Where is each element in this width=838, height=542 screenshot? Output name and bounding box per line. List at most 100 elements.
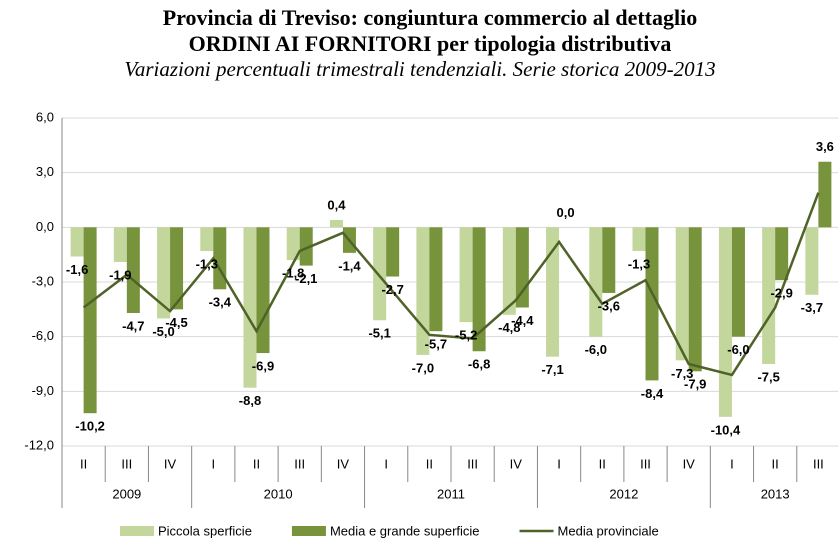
bar [459, 227, 473, 323]
data-label: -8,8 [239, 393, 261, 408]
data-label: -10,2 [75, 419, 105, 434]
chart-title: Provincia di Treviso: congiuntura commer… [163, 5, 697, 30]
y-tick-label: -6,0 [32, 328, 54, 343]
data-label: -4,5 [165, 315, 187, 330]
bar [589, 227, 603, 337]
bar [386, 227, 400, 277]
data-label: -5,2 [455, 328, 477, 343]
legend-label: Media provinciale [558, 523, 659, 538]
x-tick-label: IV [510, 456, 523, 471]
x-tick-label: II [599, 456, 606, 471]
bar [762, 227, 776, 364]
legend-swatch [291, 526, 326, 536]
x-tick-label: III [467, 456, 478, 471]
x-tick-label: III [294, 456, 305, 471]
x-group-label: 2010 [264, 486, 293, 501]
data-label: -1,3 [196, 256, 218, 271]
data-label: -7,3 [671, 366, 693, 381]
x-group-label: 2013 [761, 486, 790, 501]
data-label: -7,5 [757, 369, 779, 384]
bar [126, 227, 140, 313]
x-tick-label: I [730, 456, 734, 471]
bar [515, 227, 529, 308]
data-label: -2,9 [770, 286, 792, 301]
plot-area [70, 161, 832, 417]
data-label: -10,4 [711, 422, 741, 437]
x-tick-label: II [426, 456, 433, 471]
x-tick-label: I [384, 456, 388, 471]
data-label: -7,0 [412, 360, 434, 375]
bar [502, 227, 516, 315]
y-tick-label: -3,0 [32, 273, 54, 288]
bar [546, 227, 560, 357]
data-label: -1,4 [338, 258, 361, 273]
bar [157, 227, 171, 319]
x-tick-label: III [121, 456, 132, 471]
x-tick-label: IV [337, 456, 350, 471]
data-label: -1,8 [282, 266, 304, 281]
data-label: 3,6 [816, 139, 834, 154]
data-label: 0,4 [327, 197, 346, 212]
data-label: -6,0 [585, 342, 607, 357]
bar [688, 227, 702, 372]
data-label: -7,9 [684, 377, 706, 392]
data-label: -5,7 [425, 337, 447, 352]
bar [113, 227, 127, 262]
x-tick-label: IV [683, 456, 696, 471]
data-label: -3,6 [598, 298, 620, 313]
data-label: -5,1 [368, 326, 390, 341]
y-tick-label: 0,0 [36, 219, 54, 234]
bar [775, 227, 789, 281]
chart-subtitle: Variazioni percentuali trimestrali tende… [124, 57, 715, 81]
x-tick-label: I [211, 456, 215, 471]
data-label: -6,8 [468, 357, 490, 372]
data-label: -4,8 [498, 320, 520, 335]
data-label: -6,9 [252, 359, 274, 374]
bar [718, 227, 732, 417]
y-tick-label: -12,0 [24, 437, 54, 452]
data-label: -7,1 [541, 362, 563, 377]
data-label: 0,0 [557, 205, 575, 220]
x-tick-label: II [80, 456, 87, 471]
y-tick-label: 3,0 [36, 164, 54, 179]
bar [243, 227, 257, 388]
data-label: -3,4 [209, 295, 232, 310]
data-label: -5,0 [152, 324, 174, 339]
bar [70, 227, 84, 257]
bar [256, 227, 270, 354]
data-label: -3,7 [801, 300, 823, 315]
bar [632, 227, 646, 252]
x-tick-label: IV [164, 456, 177, 471]
legend-label: Piccola sperficie [158, 523, 252, 538]
bar [170, 227, 184, 310]
bar [731, 227, 745, 337]
data-label: -1,9 [109, 267, 131, 282]
y-tick-label: 6,0 [36, 109, 54, 124]
bar [602, 227, 616, 293]
data-label: -8,4 [641, 386, 664, 401]
bar [472, 227, 486, 352]
bar [429, 227, 443, 332]
x-group-label: 2009 [112, 486, 141, 501]
x-tick-label: I [557, 456, 561, 471]
chart-title: ORDINI AI FORNITORI per tipologia distri… [189, 31, 672, 56]
legend-label: Media e grande superficie [330, 523, 480, 538]
data-label: -2,1 [295, 271, 317, 286]
x-tick-label: II [253, 456, 260, 471]
y-tick-label: -9,0 [32, 383, 54, 398]
data-label: -6,0 [727, 342, 749, 357]
x-tick-label: III [640, 456, 651, 471]
x-group-label: 2012 [609, 486, 638, 501]
x-tick-label: II [772, 456, 779, 471]
bar [299, 227, 313, 266]
data-label: -4,7 [122, 318, 144, 333]
legend-swatch [120, 526, 154, 536]
data-label: -4,4 [511, 313, 534, 328]
bar [818, 161, 832, 228]
bar [373, 227, 387, 321]
line [82, 192, 820, 377]
bar [675, 227, 689, 361]
bar [200, 227, 214, 252]
data-label: -1,3 [628, 256, 650, 271]
